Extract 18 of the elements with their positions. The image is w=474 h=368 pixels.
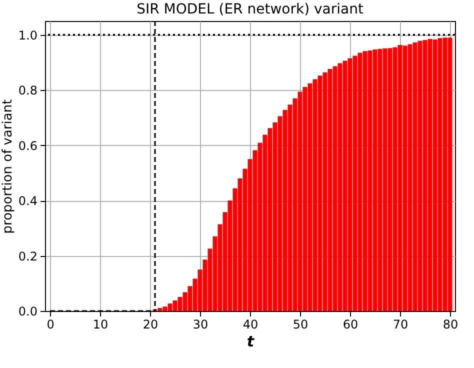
y-tick-label: 0.6 xyxy=(18,138,38,153)
y-tick-label: 0.4 xyxy=(18,194,38,208)
x-tick-label: 60 xyxy=(342,318,358,332)
y-tick-label: 1.0 xyxy=(18,28,38,42)
x-tick-label: 70 xyxy=(392,318,408,332)
x-tick-label: 40 xyxy=(242,318,258,332)
x-axis-title: t xyxy=(246,332,255,350)
x-tick-label: 50 xyxy=(292,318,308,332)
y-axis-title: proportion of variant xyxy=(0,99,16,234)
chart-title: SIR MODEL (ER network) variant xyxy=(136,1,364,18)
x-tick-label: 0 xyxy=(46,318,54,332)
x-tick-label: 30 xyxy=(192,318,208,332)
y-tick-label: 0.8 xyxy=(18,84,38,98)
y-tick-label: 0.0 xyxy=(18,304,38,318)
y-tick-label: 0.2 xyxy=(18,249,38,264)
x-tick-label: 20 xyxy=(142,318,158,332)
x-tick-label: 10 xyxy=(92,318,108,332)
x-tick-label: 80 xyxy=(442,318,458,332)
